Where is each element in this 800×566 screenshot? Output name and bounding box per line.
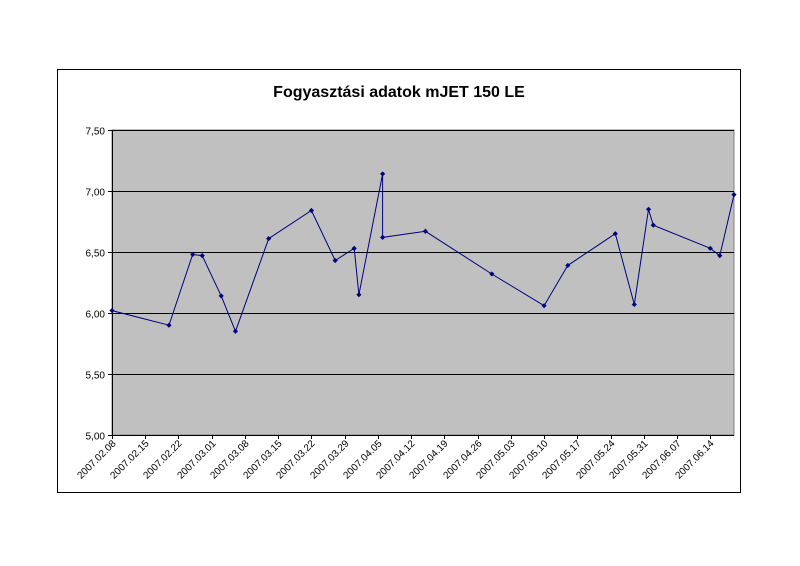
data-point bbox=[380, 171, 386, 177]
plot-area bbox=[111, 129, 735, 436]
data-point bbox=[332, 257, 338, 264]
data-point bbox=[645, 206, 652, 212]
data-point bbox=[351, 245, 357, 251]
y-tick-label: 7,00 bbox=[86, 188, 106, 199]
data-point bbox=[612, 231, 618, 237]
data-point bbox=[218, 293, 224, 299]
data-point bbox=[356, 292, 362, 298]
data-point bbox=[717, 253, 723, 259]
y-tick-label: 5,50 bbox=[86, 371, 106, 382]
data-point bbox=[731, 192, 737, 198]
data-point bbox=[422, 228, 428, 234]
series-line bbox=[111, 173, 735, 333]
data-point bbox=[565, 262, 571, 269]
data-point bbox=[380, 234, 386, 240]
chart-title: Fogyasztási adatok mJET 150 LE bbox=[273, 84, 525, 101]
y-tick-label: 5,00 bbox=[86, 432, 106, 443]
data-point bbox=[489, 271, 495, 277]
data-point bbox=[166, 322, 172, 328]
data-point bbox=[232, 328, 239, 334]
data-point bbox=[266, 235, 272, 242]
data-point bbox=[109, 307, 115, 314]
y-tick-label: 7,50 bbox=[86, 127, 106, 138]
data-point bbox=[707, 245, 713, 251]
data-point bbox=[199, 253, 205, 259]
y-tick-label: 6,50 bbox=[86, 249, 106, 260]
data-point bbox=[190, 251, 196, 258]
data-point bbox=[541, 303, 547, 309]
y-tick-label: 6,00 bbox=[86, 310, 106, 321]
data-point bbox=[650, 222, 656, 228]
data-point bbox=[631, 301, 637, 308]
data-point bbox=[308, 207, 315, 214]
